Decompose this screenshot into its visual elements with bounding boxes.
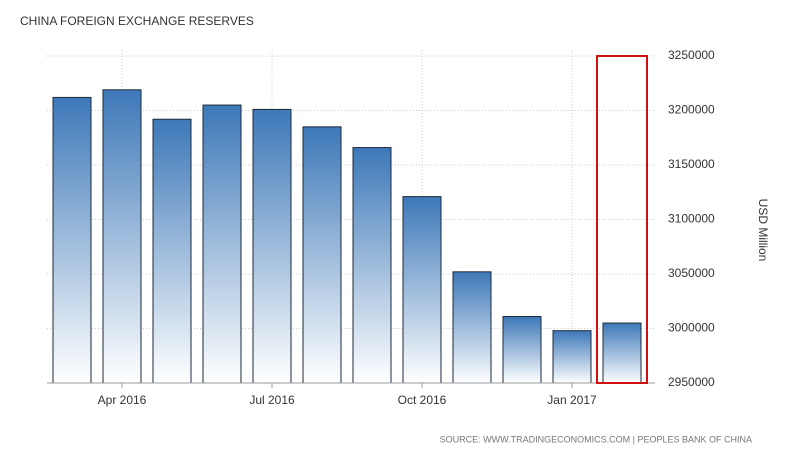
y-axis-label: USD Million xyxy=(756,199,770,262)
bar xyxy=(352,147,392,384)
bar xyxy=(152,118,192,384)
y-tick-label: 3050000 xyxy=(668,266,715,280)
bar xyxy=(402,196,442,384)
bar xyxy=(552,330,592,384)
chart-title: CHINA FOREIGN EXCHANGE RESERVES xyxy=(20,14,254,28)
y-tick-label: 3200000 xyxy=(668,103,715,117)
y-tick-label: 2950000 xyxy=(668,375,715,389)
source: SOURCE: WWW.TRADINGECONOMICS.COM | PEOPL… xyxy=(440,434,752,444)
bar xyxy=(52,96,92,384)
y-tick-label: 3150000 xyxy=(668,157,715,171)
x-tick-label: Jul 2016 xyxy=(249,393,295,407)
bar xyxy=(202,104,242,384)
bar xyxy=(102,89,142,384)
bar xyxy=(302,126,342,384)
y-tick-label: 3100000 xyxy=(668,212,715,226)
bar xyxy=(602,322,642,384)
x-tick-label: Oct 2016 xyxy=(398,393,447,407)
x-tick-label: Apr 2016 xyxy=(98,393,147,407)
y-tick-label: 3000000 xyxy=(668,321,715,335)
bar xyxy=(252,108,292,384)
bar xyxy=(502,316,542,384)
x-tick-label: Jan 2017 xyxy=(547,393,597,407)
highlight-box xyxy=(596,55,648,384)
bar xyxy=(452,271,492,384)
y-tick-label: 3250000 xyxy=(668,48,715,62)
